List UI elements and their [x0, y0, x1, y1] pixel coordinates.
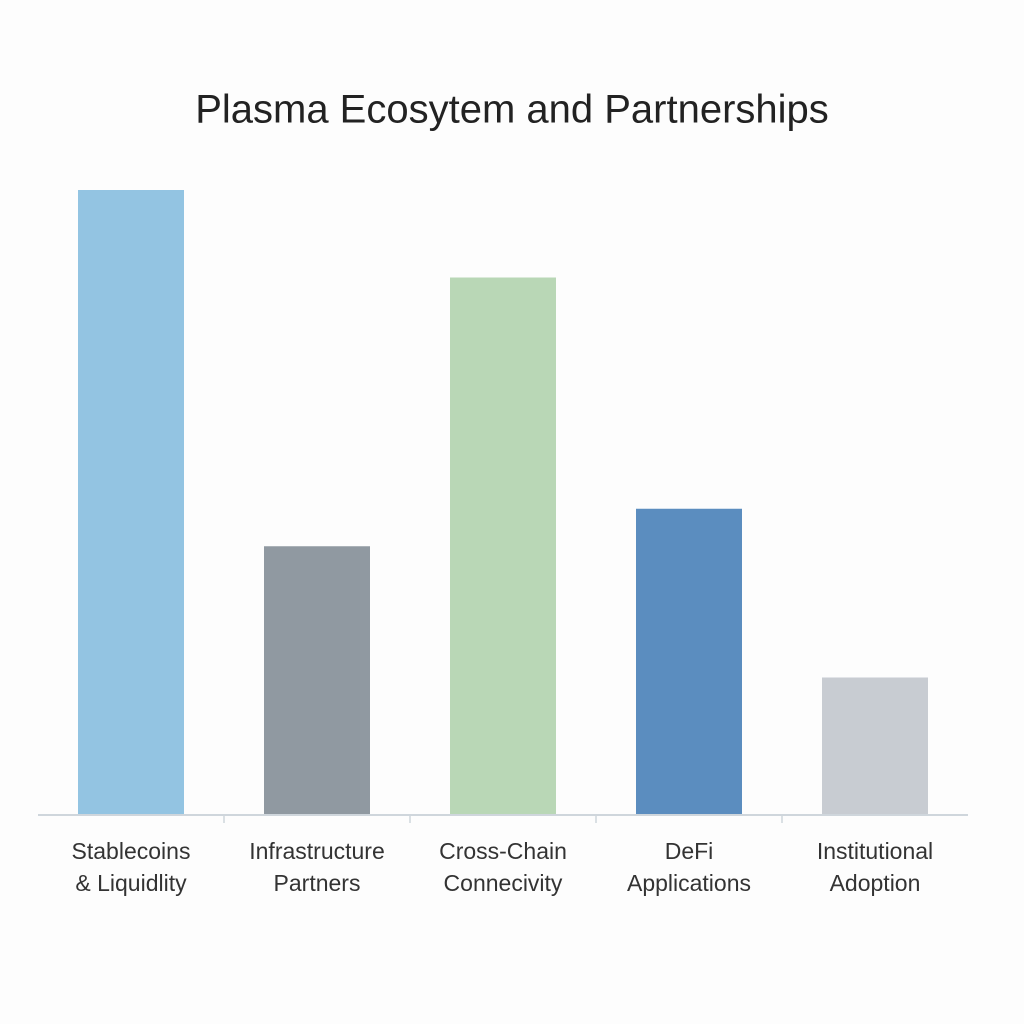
- x-tick-label: & Liquidlity: [75, 870, 187, 896]
- x-tick-label: Partners: [274, 870, 361, 896]
- x-tick-label: Cross-Chain: [439, 838, 567, 864]
- x-tick-label: Applications: [627, 870, 751, 896]
- x-tick-label: Connecivity: [444, 870, 563, 896]
- chart-title: Plasma Ecosytem and Partnerships: [195, 88, 829, 132]
- bar: [636, 508, 742, 815]
- x-tick-label: Infrastructure: [249, 838, 385, 864]
- x-tick-label: Adoption: [830, 870, 921, 896]
- x-tick-label: DeFi: [665, 838, 714, 864]
- x-tick-label: Stablecoins: [72, 838, 191, 864]
- x-tick-label: Institutional: [817, 838, 933, 864]
- bar: [822, 677, 928, 815]
- bar: [78, 190, 184, 815]
- bar: [450, 277, 556, 815]
- bar: [264, 546, 370, 815]
